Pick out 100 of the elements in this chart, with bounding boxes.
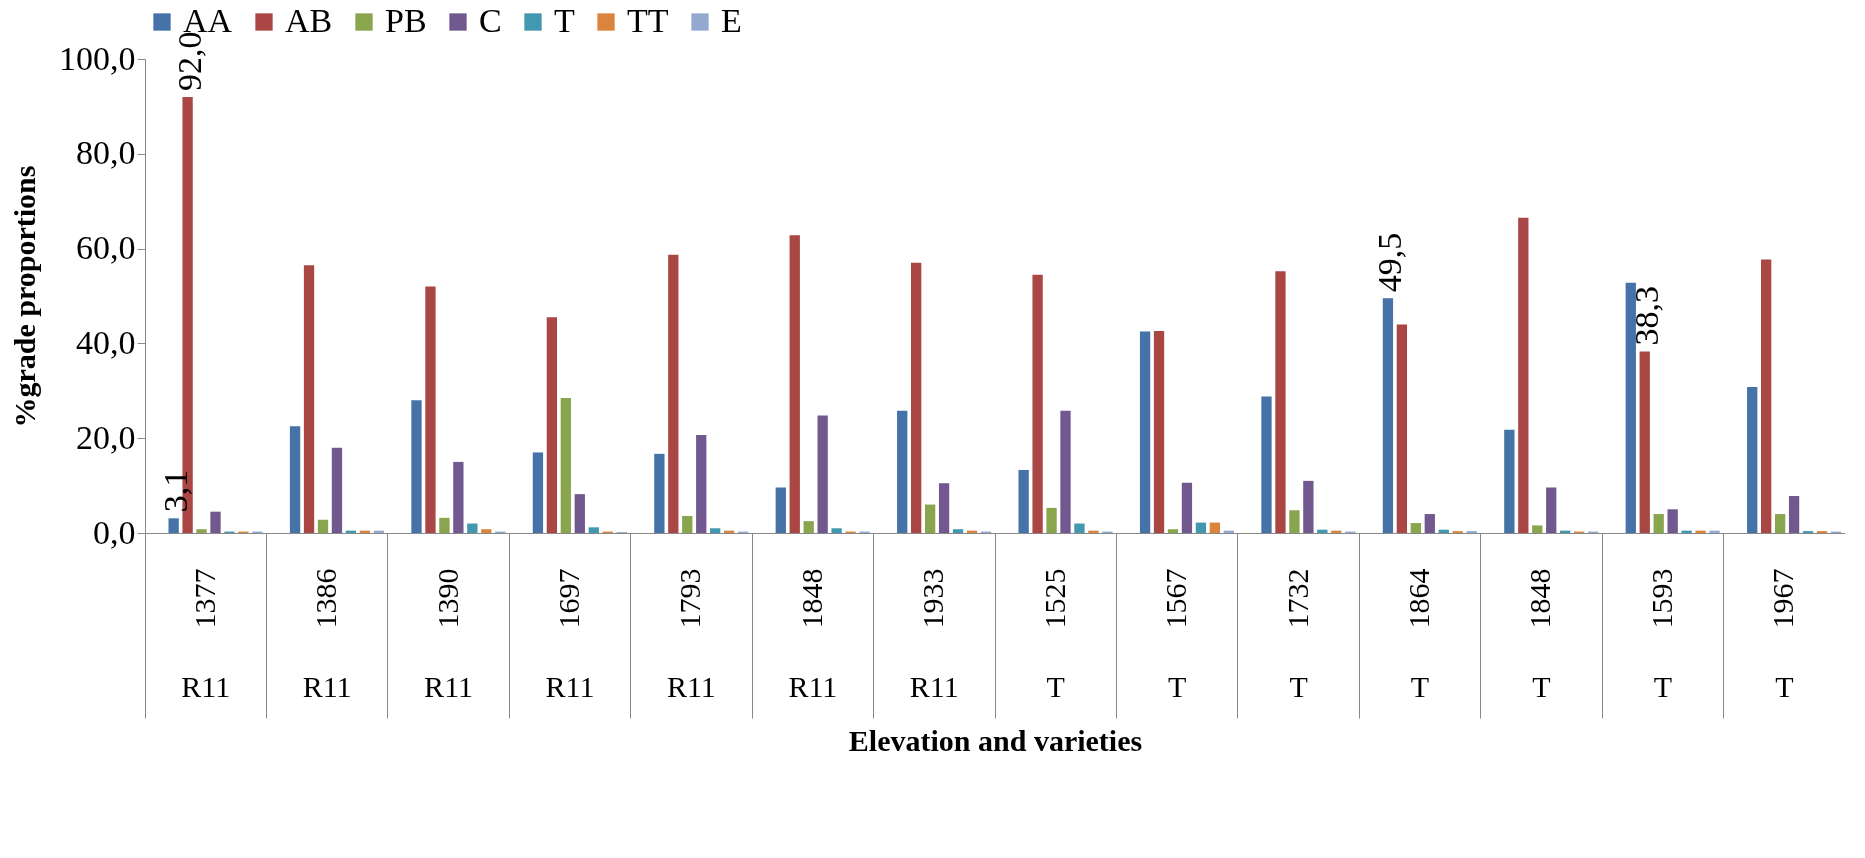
- text: T: [1167, 670, 1187, 703]
- bar: [911, 262, 922, 533]
- y-tick-label: 100,0: [59, 39, 136, 77]
- bar: [1504, 429, 1515, 533]
- legend-label: C: [479, 2, 502, 39]
- x-tick-label: 1390: [430, 568, 464, 629]
- x-axis-title: Elevation and varieties: [848, 724, 1143, 757]
- bar: [1625, 282, 1636, 533]
- bar: [1396, 324, 1408, 533]
- bar: [439, 517, 450, 533]
- bar: [952, 529, 964, 533]
- y-tick-label: 80,0: [76, 134, 136, 172]
- bar: [1667, 509, 1678, 533]
- x-tick-label: 1848: [1523, 568, 1557, 629]
- bar: [1532, 525, 1543, 533]
- bar: [1410, 523, 1421, 533]
- bar: [831, 528, 842, 533]
- bar: [532, 452, 544, 533]
- text: R11: [666, 670, 716, 703]
- bar: [789, 235, 800, 533]
- bar: [1275, 271, 1286, 533]
- bar: [1074, 523, 1085, 533]
- x-tick-label: 1933: [916, 568, 950, 629]
- legend-label: E: [721, 2, 742, 39]
- bar: [196, 529, 207, 533]
- bar: [1209, 522, 1221, 533]
- bar: [331, 447, 343, 533]
- bar: [817, 415, 828, 533]
- bar: [289, 426, 301, 533]
- y-axis-title: %grade proportions: [8, 165, 41, 428]
- x-tick-label: 1525: [1037, 568, 1071, 629]
- bar: [1289, 510, 1300, 533]
- bar: [1088, 530, 1099, 533]
- data-label: 38,3: [1627, 285, 1665, 346]
- bar: [1788, 496, 1800, 533]
- bar: [710, 528, 721, 533]
- bar: [696, 434, 707, 533]
- data-label: 3,1: [156, 469, 194, 513]
- x-tick-label: 1848: [794, 568, 828, 629]
- x-tick-label: 1593: [1644, 568, 1678, 629]
- bar: [803, 521, 814, 533]
- x-tick-label: 1732: [1280, 568, 1314, 629]
- x-tick-label: 1377: [187, 568, 221, 629]
- bar: [1195, 522, 1207, 533]
- text: T: [1046, 670, 1065, 703]
- legend-label: AB: [285, 2, 333, 39]
- bar: [1424, 514, 1435, 533]
- bar: [1761, 259, 1772, 533]
- bar: [560, 397, 571, 533]
- y-tick-label: 0,0: [93, 513, 136, 551]
- bar: [1303, 480, 1314, 533]
- x-tick-label: 1697: [552, 568, 585, 629]
- bar: [1382, 298, 1394, 533]
- bar: [1681, 530, 1692, 533]
- bar: [1181, 482, 1193, 533]
- bar: [546, 317, 558, 533]
- x-tick-label: 1386: [309, 568, 343, 629]
- text: R11: [424, 670, 474, 703]
- bar: [317, 519, 329, 533]
- bar: [168, 518, 179, 533]
- legend-label: T: [554, 2, 575, 39]
- bar: [453, 461, 464, 533]
- bar: [1032, 274, 1043, 533]
- text: R11: [302, 670, 352, 703]
- bar: [411, 400, 422, 533]
- text: T: [1775, 670, 1794, 703]
- bar: [425, 286, 436, 533]
- bar: [1139, 331, 1151, 533]
- bar: [1060, 410, 1071, 533]
- bar: [1167, 529, 1179, 533]
- text: R11: [181, 670, 231, 703]
- text: R11: [909, 670, 959, 703]
- text: R11: [788, 670, 838, 703]
- bar: [1639, 351, 1650, 533]
- bar: [775, 487, 786, 533]
- bar: [654, 453, 665, 533]
- y-tick-label: 20,0: [76, 418, 136, 456]
- y-tick-label: 60,0: [76, 229, 136, 267]
- bar: [303, 265, 315, 533]
- x-tick-label: 1567: [1159, 568, 1193, 629]
- bar: [1695, 530, 1706, 533]
- bar: [1747, 387, 1758, 533]
- legend-label: PB: [385, 2, 427, 39]
- bar: [1261, 396, 1272, 533]
- bar: [682, 515, 693, 533]
- bar: [210, 511, 221, 533]
- bar: [574, 494, 585, 533]
- text: R11: [545, 670, 595, 703]
- y-tick-label: 40,0: [76, 323, 136, 361]
- legend-label: TT: [627, 2, 669, 39]
- bar: [1518, 217, 1529, 533]
- bar: [467, 523, 478, 533]
- text: T: [1410, 670, 1430, 703]
- bar: [1774, 514, 1786, 533]
- text: T: [1653, 670, 1673, 703]
- x-tick-label: 1967: [1766, 568, 1800, 629]
- data-label: 49,5: [1371, 232, 1409, 293]
- bar: [1546, 487, 1557, 533]
- bar: [1046, 507, 1057, 533]
- bar: [897, 410, 908, 533]
